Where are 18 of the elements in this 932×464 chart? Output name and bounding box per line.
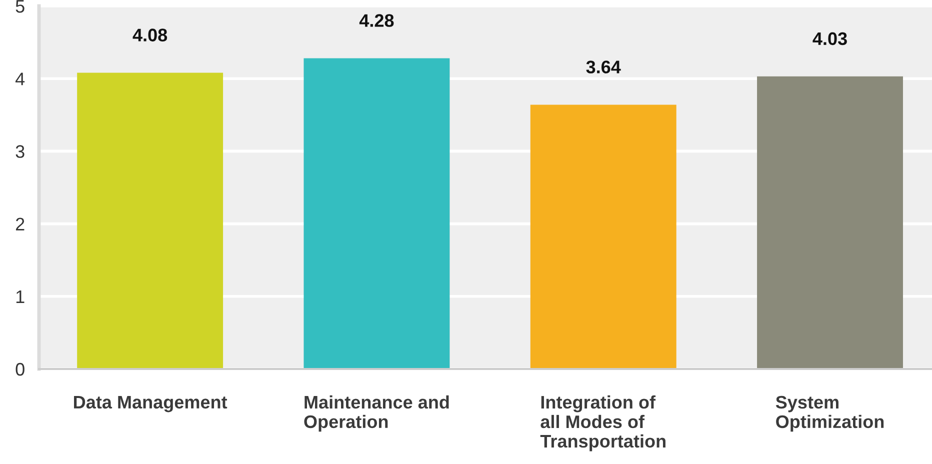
data-label: 4.03 [812,32,847,46]
y-tick-label: 4 [15,72,25,86]
x-tick-label: System Optimization [776,396,884,432]
y-tick-label: 2 [16,218,24,230]
x-tick-label: Data Management [74,396,228,412]
bar [304,58,450,369]
y-tick-label: 1 [16,290,24,303]
x-tick-label: Maintenance and Operation [304,395,449,432]
bar [757,76,903,369]
y-tick-label: 5 [16,0,24,13]
x-tick-label: Integration of all Modes of Transportation [540,395,666,452]
bar [530,104,676,369]
data-label: 4.08 [132,28,168,42]
y-tick-label: 3 [16,145,24,158]
y-tick-label: 0 [16,362,24,376]
bar [77,72,224,369]
data-label: 3.64 [586,60,621,74]
data-label: 4.28 [359,14,394,27]
